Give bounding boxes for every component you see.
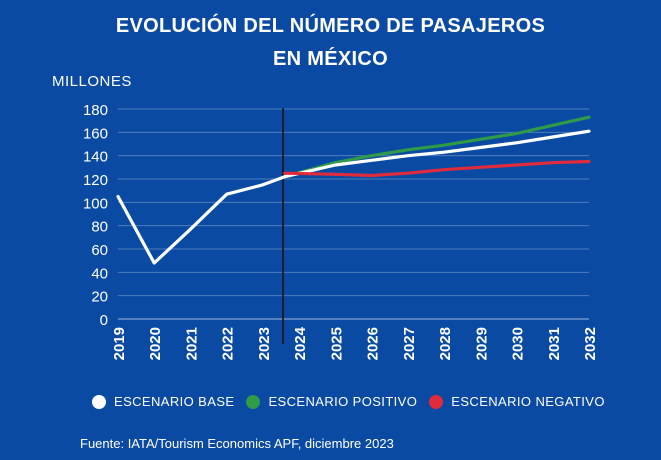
chart-title-line-2: EN MÉXICO xyxy=(273,48,388,70)
y-tick-label: 20 xyxy=(91,289,108,306)
source-note: Fuente: IATA/Tourism Economics APF, dici… xyxy=(80,436,394,451)
x-tick-label: 2024 xyxy=(292,326,309,360)
x-tick-label: 2030 xyxy=(510,327,527,360)
x-tick-label: 2027 xyxy=(401,327,418,360)
x-tick-label: 2025 xyxy=(328,327,345,360)
y-tick-label: 120 xyxy=(83,172,108,189)
y-tick-label: 100 xyxy=(83,195,108,212)
x-tick-labels: 2019 2020 2021 2022 2023 2024 2025 2026 2027 2028… xyxy=(111,326,599,360)
series-line-historico xyxy=(116,175,287,265)
legend-label-base: ESCENARIO BASE xyxy=(114,394,235,409)
x-tick-label: 2031 xyxy=(546,327,563,360)
x-tick-label: 2023 xyxy=(256,327,273,360)
y-tick-labels: 0 20 40 60 80 100 120 140 160 180 xyxy=(83,102,108,329)
y-tick-label: 40 xyxy=(91,265,108,282)
series-line-negativo xyxy=(283,159,591,178)
x-tick-label: 2028 xyxy=(437,327,454,360)
chart-title-line-1: EVOLUCIÓN DEL NÚMERO DE PASAJEROS xyxy=(115,15,546,37)
legend-dot-positivo-icon xyxy=(246,394,261,409)
legend-label-positivo: ESCENARIO POSITIVO xyxy=(268,394,418,409)
legend-dot-negativo-icon xyxy=(429,394,444,409)
legend-item-base: ESCENARIO BASE xyxy=(92,394,234,409)
y-tick-label: 0 xyxy=(100,312,108,329)
y-tick-label: 80 xyxy=(91,219,108,236)
legend-item-positivo: ESCENARIO POSITIVO xyxy=(246,394,417,409)
y-tick-label: 160 xyxy=(83,125,108,142)
y-tick-label: 60 xyxy=(91,242,108,259)
y-axis-label: MILLONES xyxy=(52,73,132,90)
x-tick-label: 2019 xyxy=(111,327,128,360)
legend-dot-base-icon xyxy=(92,394,106,409)
x-tick-label: 2032 xyxy=(582,327,599,360)
y-tick-label: 180 xyxy=(83,102,108,119)
series-line-positivo xyxy=(283,115,591,179)
legend-item-negativo: ESCENARIO NEGATIVO xyxy=(429,394,605,409)
x-tick-label: 2022 xyxy=(220,327,237,360)
x-tick-label: 2020 xyxy=(147,327,164,360)
x-tick-label: 2029 xyxy=(473,327,490,360)
series-line-base xyxy=(283,129,591,179)
x-tick-label: 2021 xyxy=(183,327,200,360)
legend-label-negativo: ESCENARIO NEGATIVO xyxy=(451,394,605,409)
x-tick-label: 2026 xyxy=(365,327,382,360)
gridlines xyxy=(118,108,589,320)
chart-legend: ESCENARIO BASE ESCENARIO POSITIVO ESCENA… xyxy=(92,394,617,409)
y-tick-label: 140 xyxy=(83,149,108,166)
series-lines xyxy=(116,115,591,265)
